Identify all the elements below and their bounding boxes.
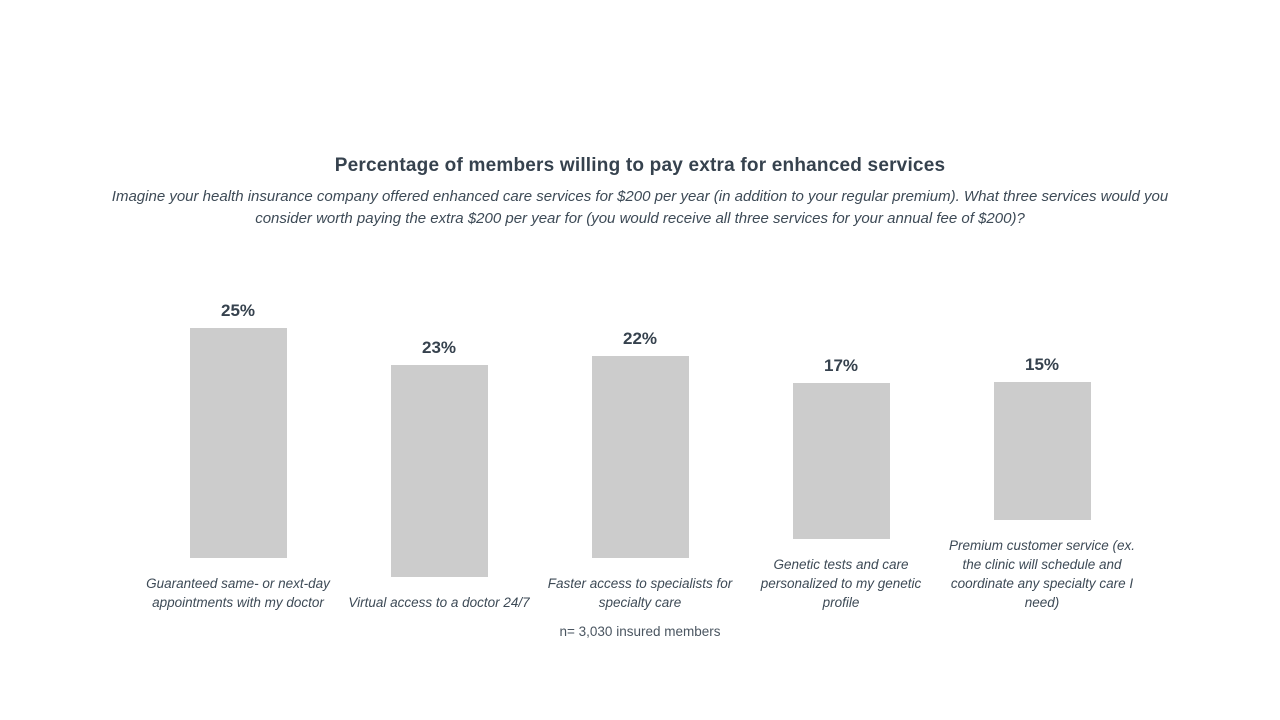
bar-value-label: 22% [622, 329, 658, 348]
bar-category-label: Genetic tests and care personalized to m… [760, 557, 922, 610]
bar-area: 23% [339, 319, 540, 577]
bar-value-label: 25% [220, 301, 256, 320]
bar-chart-row: 25% Guaranteed same- or next-day appointm… [135, 262, 1145, 612]
bar-category-label: Faster access to specialists for special… [547, 576, 733, 610]
bar-area: 17% [741, 281, 942, 539]
chart-content: Percentage of members willing to pay ext… [111, 155, 1169, 639]
bar-value-label: 15% [1024, 355, 1060, 374]
bar [993, 382, 1091, 520]
bar-value-label: 17% [823, 356, 859, 375]
bar-value-label: 23% [421, 338, 457, 357]
bar-area: 15% [942, 262, 1143, 520]
bar-column: 17% Genetic tests and care personalized t… [741, 281, 942, 612]
bar-category-label: Premium customer service (ex. the clinic… [948, 538, 1136, 610]
chart-title: Percentage of members willing to pay ext… [334, 155, 946, 176]
bar [792, 383, 890, 539]
bar-column: 25% Guaranteed same- or next-day appointm… [138, 300, 339, 612]
bar [591, 356, 689, 558]
bar-area: 25% [138, 300, 339, 558]
bar-column: 22% Faster access to specialists for spec… [540, 300, 741, 612]
chart-subtitle: Imagine your health insurance company of… [111, 188, 1169, 227]
bar-area: 22% [540, 300, 741, 558]
bar-column: 15% Premium customer service (ex. the cli… [942, 262, 1143, 612]
bar-column: 23% Virtual access to a doctor 24/7 [339, 319, 540, 612]
bar [189, 328, 287, 558]
bar-category-label: Virtual access to a doctor 24/7 [348, 595, 530, 610]
bar-category-label: Guaranteed same- or next-day appointment… [146, 576, 330, 610]
bar [390, 365, 488, 577]
sample-size-note: n= 3,030 insured members [559, 624, 721, 639]
